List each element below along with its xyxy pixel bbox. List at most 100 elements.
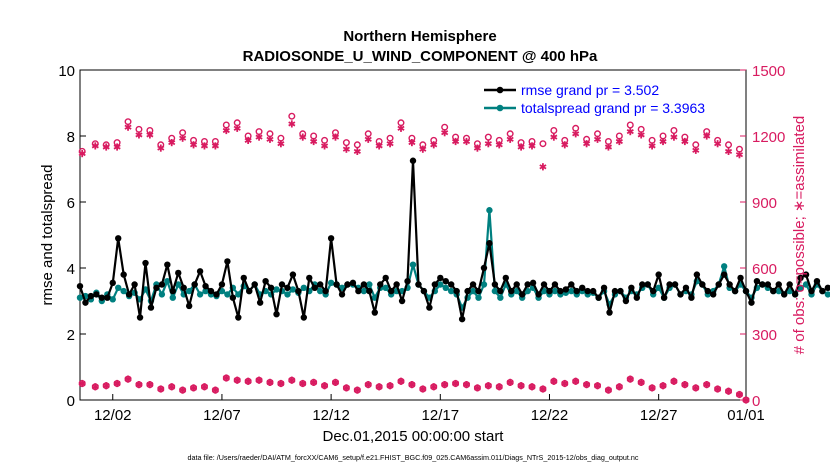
obs-assimilated-marker [320, 142, 329, 150]
rmse-point [431, 281, 439, 288]
rmse-point [693, 271, 701, 278]
rmse-point [316, 281, 324, 288]
obs-assimilated-marker [539, 163, 547, 171]
y-axis-label-left: rmse and totalspread [39, 165, 56, 306]
rmse-point [819, 287, 826, 295]
obs-assimilated-marker [299, 133, 307, 141]
rmse-point [98, 294, 106, 301]
totalspread-point [300, 284, 308, 291]
rmse-point [584, 287, 591, 295]
rmse-point [229, 294, 237, 301]
obs-bottom-assimilated-marker [451, 379, 460, 388]
obs-assimilated-marker [102, 143, 110, 151]
obs-bottom-assimilated-marker [419, 385, 427, 393]
obs-bottom-assimilated-marker [124, 375, 132, 383]
obs-bottom-assimilated-marker [473, 384, 481, 392]
obs-bottom-assimilated-marker [561, 379, 569, 388]
rmse-point [153, 284, 160, 291]
rmse-point [142, 259, 149, 267]
obs-bottom-assimilated-marker [572, 377, 580, 385]
rmse-point [660, 294, 668, 301]
obs-bottom-assimilated-marker [364, 381, 372, 389]
x-tick-label: 12/17 [422, 407, 460, 424]
rmse-point [802, 271, 810, 278]
obs-bottom-assimilated-marker [211, 386, 219, 394]
x-tick-label: 12/22 [531, 407, 569, 424]
obs-assimilated-marker [168, 139, 176, 147]
rmse-point [595, 294, 602, 301]
obs-assimilated-marker [266, 135, 274, 143]
chart-title-line2: RADIOSONDE_U_WIND_COMPONENT @ 400 hPa [243, 48, 598, 65]
rmse-point [289, 271, 297, 278]
rmse-point [458, 315, 466, 323]
obs-assimilated-marker [626, 128, 634, 136]
rmse-point [175, 269, 182, 277]
rmse-point [409, 157, 417, 164]
rmse-point [518, 291, 526, 298]
rmse-point [426, 304, 433, 311]
rmse-point [808, 287, 815, 295]
obs-assimilated-marker [681, 137, 689, 146]
totalspread-point [486, 207, 493, 214]
obs-bottom-assimilated-marker [222, 374, 230, 382]
rmse-point [704, 287, 711, 295]
y2-tick-label: 300 [752, 327, 777, 344]
obs-bottom-assimilated-marker [331, 378, 340, 386]
left-axis: 0 2 4 6 8 10 [58, 63, 86, 410]
rmse-point [246, 287, 253, 295]
rmse-point [120, 271, 127, 278]
obs-assimilated-marker [506, 135, 514, 143]
obs-bottom-assimilated-marker [626, 375, 634, 383]
obs-bottom-assimilated-marker [299, 379, 307, 388]
x-axis-label: Dec.01,2015 00:00:00 start [323, 428, 505, 445]
rmse-point [742, 287, 750, 295]
obs-assimilated-marker [648, 142, 656, 150]
obs-assimilated-marker [441, 129, 449, 137]
rmse-point [606, 309, 613, 316]
obs-assimilated-marker [200, 142, 209, 150]
x-tick-label: 12/07 [203, 407, 241, 424]
obs-assimilated-marker [615, 137, 623, 146]
obs-bottom-assimilated-marker [430, 383, 438, 391]
obs-bottom-assimilated-marker [189, 384, 198, 392]
x-tick-label: 12/02 [94, 407, 132, 424]
rmse-point [371, 309, 378, 316]
obs-assimilated-marker [451, 137, 460, 146]
rmse-point [644, 281, 651, 288]
rmse-point [737, 274, 744, 282]
rmse-point [180, 284, 187, 291]
obs-assimilated-marker [135, 131, 143, 139]
rmse-point [240, 274, 247, 282]
obs-assimilated-marker [517, 143, 525, 151]
obs-possible-marker [353, 141, 361, 149]
totalspread-point [360, 287, 368, 295]
rmse-point [295, 287, 302, 295]
rmse-point [147, 304, 155, 311]
rmse-point [475, 287, 482, 295]
rmse-point [349, 279, 357, 287]
rmse-point [267, 284, 275, 291]
rmse-point [185, 302, 193, 310]
obs-bottom-assimilated-marker [353, 386, 361, 394]
rmse-point [589, 287, 597, 295]
totalspread-point [169, 294, 177, 301]
obs-assimilated-marker [659, 137, 667, 146]
rmse-point [256, 299, 264, 306]
obs-bottom-assimilated-marker [157, 385, 165, 393]
legend-rmse-label: rmse grand pr = 3.502 [521, 82, 659, 98]
rmse-point [453, 287, 460, 295]
rmse-point [366, 287, 373, 295]
obs-assimilated-marker [528, 142, 536, 150]
rmse-point [649, 287, 657, 295]
y-tick-label: 0 [67, 393, 75, 410]
obs-bottom-assimilated-marker [200, 383, 209, 391]
obs-bottom-assimilated-marker [735, 390, 744, 399]
rmse-point [109, 279, 116, 287]
plot-frame [79, 69, 747, 401]
rmse-point [813, 278, 821, 285]
totalspread-point [366, 281, 373, 288]
obs-bottom-assimilated-marker [528, 383, 536, 391]
rmse-point [562, 286, 570, 293]
